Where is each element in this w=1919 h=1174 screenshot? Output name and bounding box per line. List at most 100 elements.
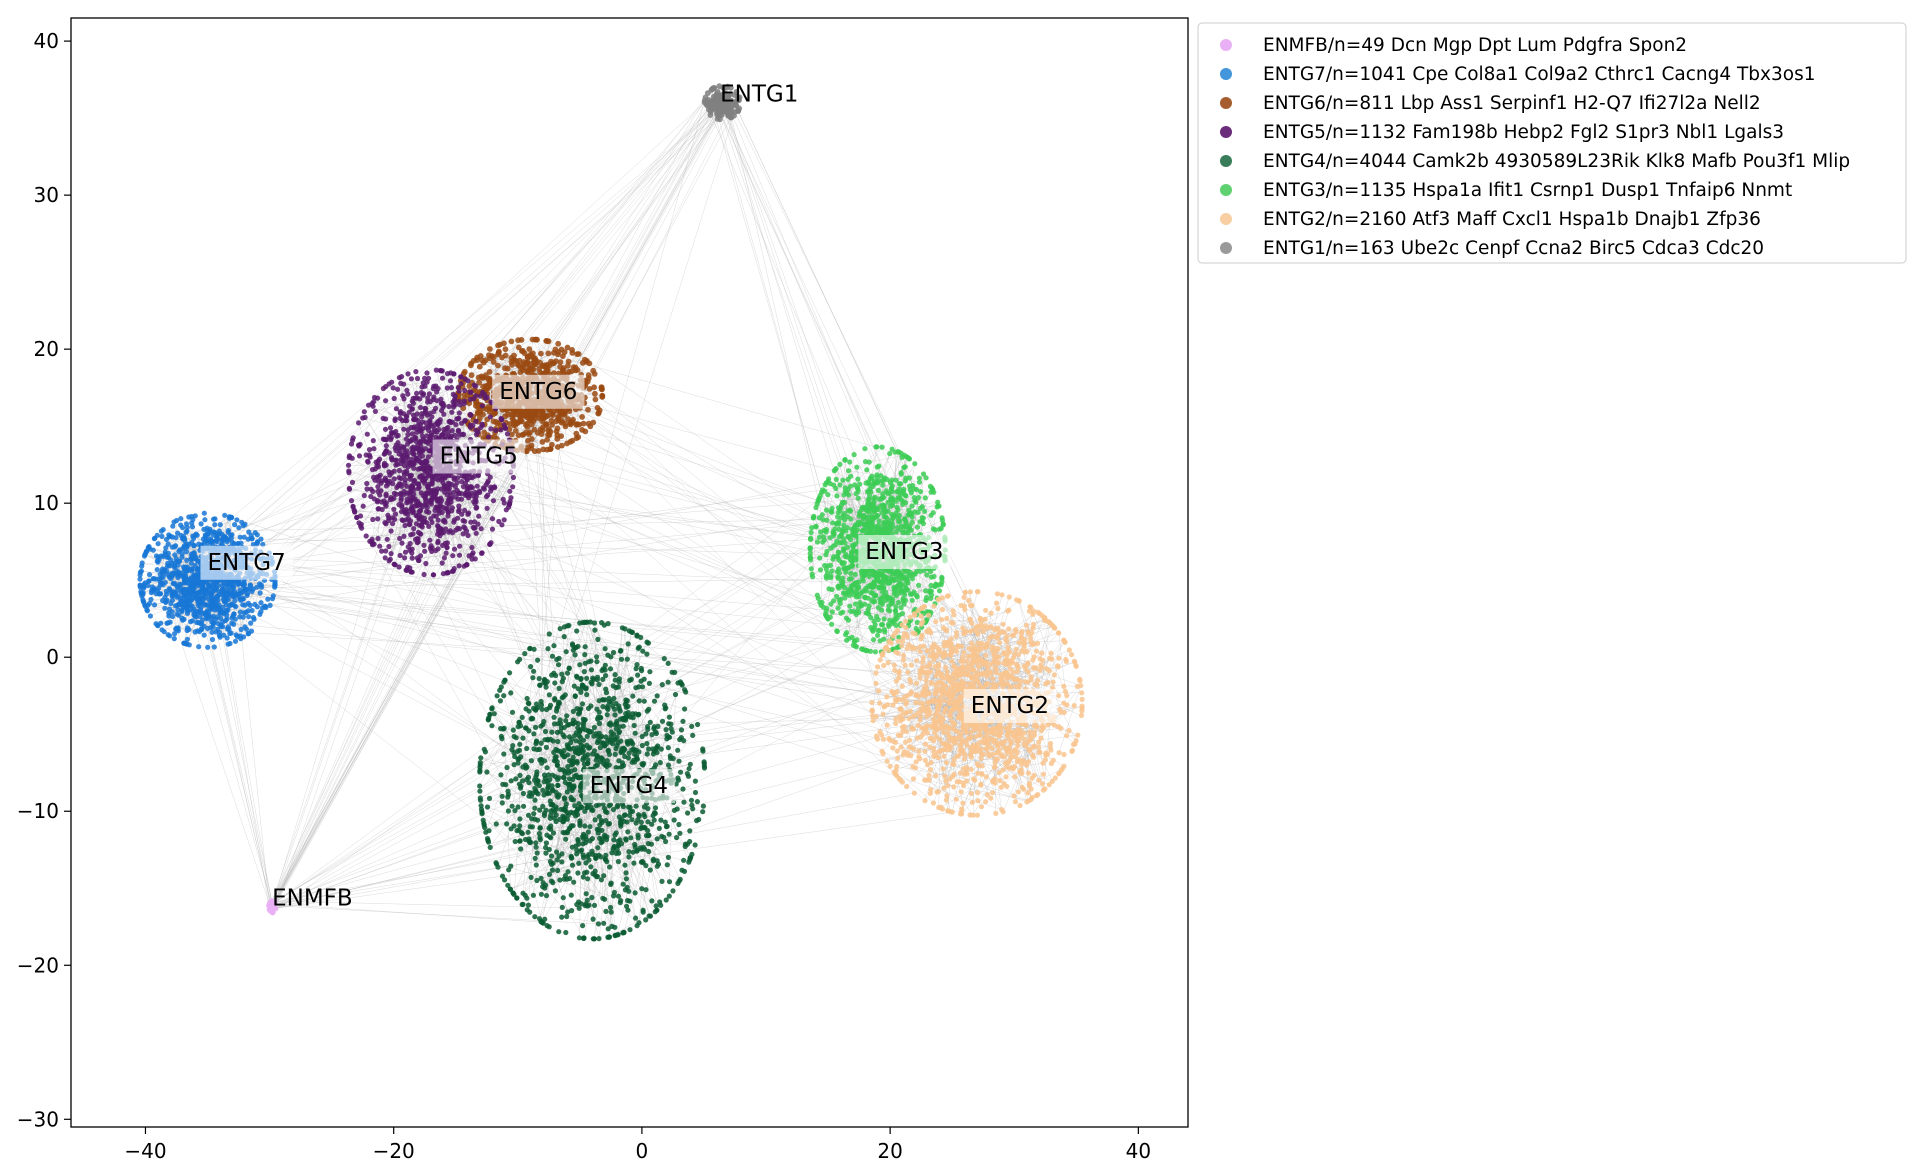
point-entg4 xyxy=(559,904,565,911)
point-entg4 xyxy=(639,733,645,740)
point-entg4 xyxy=(632,890,638,896)
point-entg5 xyxy=(364,480,370,487)
point-entg7 xyxy=(254,532,260,538)
point-entg5 xyxy=(422,548,428,554)
point-entg3 xyxy=(842,485,848,491)
point-entg6 xyxy=(545,338,552,345)
point-entg5 xyxy=(465,532,471,539)
point-entg5 xyxy=(473,427,479,433)
point-entg4 xyxy=(560,694,567,700)
point-entg5 xyxy=(427,545,433,551)
point-entg3 xyxy=(898,470,904,476)
point-entg5 xyxy=(473,432,480,438)
point-entg7 xyxy=(245,536,251,542)
point-entg4 xyxy=(579,701,586,707)
point-entg4 xyxy=(647,719,653,725)
point-entg4 xyxy=(672,691,679,698)
point-entg7 xyxy=(230,585,236,591)
point-entg4 xyxy=(498,772,504,778)
point-entg5 xyxy=(474,483,480,489)
point-entg7 xyxy=(184,524,190,531)
point-entg4 xyxy=(592,817,598,823)
point-entg4 xyxy=(591,902,598,909)
point-entg7 xyxy=(139,593,145,599)
point-entg5 xyxy=(401,396,407,402)
point-entg7 xyxy=(237,534,243,540)
point-entg4 xyxy=(633,803,639,809)
point-entg7 xyxy=(230,593,236,600)
point-entg7 xyxy=(222,599,228,605)
point-entg5 xyxy=(399,417,405,424)
point-entg5 xyxy=(456,410,462,416)
point-entg5 xyxy=(426,509,432,515)
point-entg6 xyxy=(499,354,505,361)
point-entg7 xyxy=(170,581,177,587)
point-entg4 xyxy=(631,722,637,729)
point-entg7 xyxy=(201,632,207,638)
point-entg5 xyxy=(422,410,428,416)
point-entg4 xyxy=(589,894,595,901)
point-entg7 xyxy=(190,533,196,539)
point-entg4 xyxy=(569,736,575,742)
point-entg4 xyxy=(535,817,541,823)
point-entg4 xyxy=(574,674,580,680)
point-entg5 xyxy=(360,503,366,509)
point-entg7 xyxy=(218,615,224,622)
point-entg4 xyxy=(510,890,516,896)
point-entg5 xyxy=(391,506,397,512)
point-entg4 xyxy=(637,845,644,851)
point-entg5 xyxy=(457,402,463,408)
point-entg5 xyxy=(382,426,389,432)
point-entg6 xyxy=(544,436,550,443)
point-entg4 xyxy=(599,620,605,626)
point-entg7 xyxy=(224,616,230,622)
point-entg4 xyxy=(541,679,547,686)
point-entg4 xyxy=(621,818,627,824)
point-entg4 xyxy=(630,715,636,721)
point-entg6 xyxy=(495,349,502,356)
point-entg6 xyxy=(508,431,515,438)
point-entg5 xyxy=(407,474,414,480)
point-entg7 xyxy=(153,621,159,627)
point-entg4 xyxy=(531,668,537,674)
point-entg3 xyxy=(871,593,878,599)
point-entg7 xyxy=(178,516,184,522)
point-entg4 xyxy=(588,804,594,810)
point-entg5 xyxy=(428,430,434,436)
point-entg7 xyxy=(228,535,234,541)
point-entg4 xyxy=(489,723,495,729)
point-entg5 xyxy=(371,474,377,480)
point-entg7 xyxy=(172,544,178,550)
point-entg4 xyxy=(550,788,556,794)
point-entg4 xyxy=(623,876,630,882)
point-entg5 xyxy=(413,369,419,375)
point-entg7 xyxy=(197,613,203,620)
point-entg4 xyxy=(510,727,516,733)
point-entg7 xyxy=(176,558,182,564)
point-entg5 xyxy=(470,524,476,530)
point-entg4 xyxy=(569,862,576,868)
point-entg4 xyxy=(647,867,653,873)
point-entg5 xyxy=(401,444,407,450)
point-entg4 xyxy=(675,747,681,753)
point-entg5 xyxy=(372,466,378,472)
point-entg5 xyxy=(399,374,405,380)
point-entg4 xyxy=(608,880,614,886)
point-entg4 xyxy=(511,762,517,768)
point-entg4 xyxy=(675,777,682,783)
point-entg5 xyxy=(423,464,429,470)
point-entg4 xyxy=(612,672,618,678)
point-entg5 xyxy=(438,477,444,483)
point-entg5 xyxy=(456,552,463,558)
point-entg7 xyxy=(246,630,252,637)
point-entg5 xyxy=(401,491,407,497)
point-entg5 xyxy=(409,555,415,561)
point-entg7 xyxy=(181,544,187,550)
point-entg5 xyxy=(467,389,473,395)
point-entg5 xyxy=(426,424,432,430)
point-entg5 xyxy=(443,506,449,512)
point-entg6 xyxy=(508,355,515,361)
point-entg6 xyxy=(582,428,589,435)
point-entg6 xyxy=(513,358,519,364)
point-entg5 xyxy=(444,570,450,576)
